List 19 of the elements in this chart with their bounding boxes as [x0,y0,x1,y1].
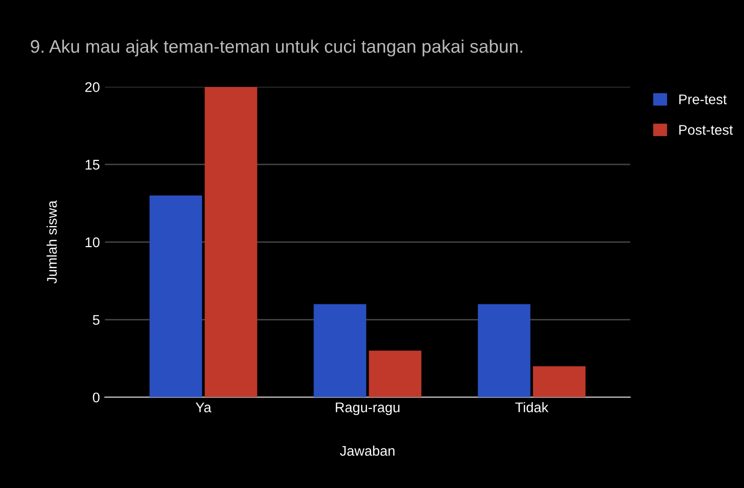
bar [150,195,202,398]
x-tick-label: Ya [196,402,212,412]
bar [314,304,366,398]
bar [532,366,586,398]
bar [204,86,258,398]
y-tick-label: 10 [86,237,100,248]
y-tick-label: 20 [85,82,100,92]
bar [478,304,530,398]
y-tick-label: 5 [92,315,100,325]
legend-label: Post-test [679,125,733,135]
x-tick-label: Ragu-ragu [336,402,400,416]
x-axis-title: Jawaban [340,446,394,456]
y-tick-label: 15 [86,160,100,170]
y-axis-title: Jumlah siswa [46,200,57,284]
chart-title: 9. Aku mau ajak teman-teman untuk cuci tangan pakai sabun. [30,40,522,56]
bar [368,350,422,398]
y-tick-label: 0 [92,392,100,402]
x-tick-label: Tidak [515,402,548,412]
legend-label: Pre-test [679,94,727,104]
